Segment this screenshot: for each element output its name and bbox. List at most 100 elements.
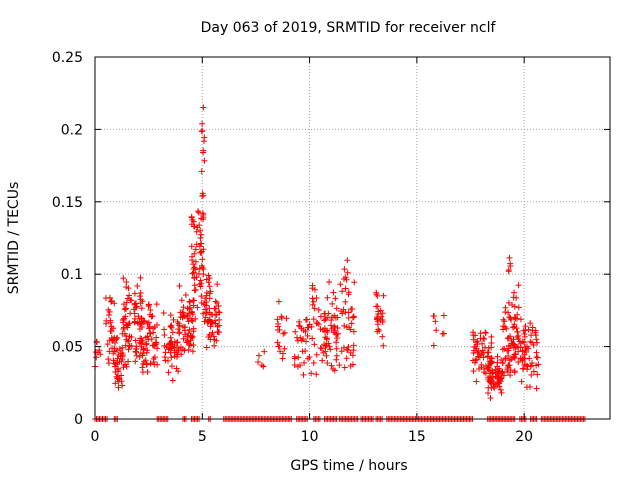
data-point [492,381,499,388]
data-point [332,295,339,302]
data-point [311,286,318,293]
data-point [144,320,151,327]
data-point [112,339,119,346]
x-tick-label: 10 [301,429,319,445]
data-point [334,335,341,342]
data-point [113,336,120,343]
data-point [197,227,204,234]
data-point [485,390,492,397]
data-point [350,347,357,354]
data-point [329,300,336,307]
data-point [313,294,320,301]
data-point [488,355,495,362]
data-point [278,314,285,321]
data-point [275,298,282,305]
data-point [343,346,350,353]
data-point [200,138,207,145]
data-point [477,330,484,337]
data-point [306,354,313,361]
data-point [181,311,188,318]
data-point [105,356,112,363]
data-point [198,248,205,255]
data-point [102,320,109,327]
data-point [136,354,143,360]
data-point [323,335,330,342]
data-point [478,364,485,371]
data-point [145,319,152,326]
data-point [344,257,351,264]
data-point [121,361,128,368]
data-point [334,314,341,321]
data-point [143,340,150,347]
data-point [123,322,130,329]
data-point [255,352,262,359]
data-point [340,275,347,282]
data-point [439,330,446,337]
data-point [341,322,348,329]
data-point [190,342,197,349]
data-point [120,301,127,308]
data-point [165,346,172,353]
data-point [507,333,514,340]
data-point [296,362,303,369]
data-point [331,312,338,319]
data-point [333,339,340,346]
data-point [375,310,382,317]
data-point [173,365,180,372]
data-point [339,310,346,317]
data-point [299,348,306,355]
data-point [473,356,480,363]
data-point [300,336,307,343]
data-point [191,223,198,230]
data-point [513,294,520,301]
data-point [168,343,175,350]
data-point [324,360,331,367]
data-point [497,386,504,393]
data-point [197,235,204,242]
data-point [184,333,191,340]
data-point [188,213,195,220]
data-point [511,314,518,321]
data-point [333,305,340,312]
data-point [508,338,515,345]
data-point [185,330,192,337]
data-point [180,335,187,342]
data-point [295,322,302,329]
y-tick-label: 0.2 [61,122,83,138]
data-point [310,316,317,323]
data-point [472,332,479,339]
data-point [258,362,265,369]
data-point [188,317,195,324]
data-point [125,337,132,344]
data-point [131,319,138,326]
data-point [332,324,339,331]
data-point [308,370,315,377]
y-tick-label: 0.15 [52,195,83,211]
data-point [499,359,506,366]
data-point [191,250,198,257]
data-point [315,306,322,313]
data-point [291,362,298,369]
data-point [176,329,183,336]
data-point [150,325,157,332]
data-point [139,339,146,346]
data-point [500,372,507,379]
data-point [151,324,158,331]
data-point [115,384,122,391]
data-point [200,147,207,154]
data-point [149,342,156,349]
data-point [326,343,333,350]
data-point [514,334,521,341]
data-point [507,367,514,374]
data-point [141,318,148,325]
data-point [343,276,350,283]
data-point [430,342,437,349]
data-point [137,290,144,297]
data-point [255,358,262,365]
data-point [176,283,183,290]
data-point [206,283,213,290]
data-point [140,350,147,357]
data-point [477,335,484,342]
data-point [144,333,151,340]
data-point [521,333,528,340]
